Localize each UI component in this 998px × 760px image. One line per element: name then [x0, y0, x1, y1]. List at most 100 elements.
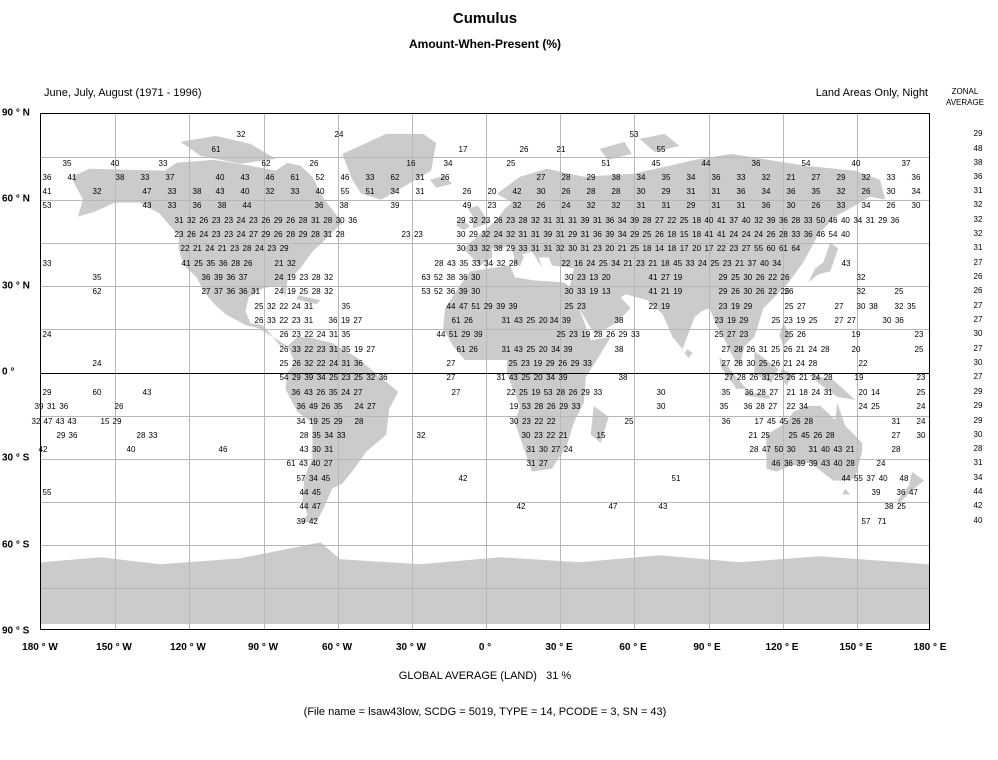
- grid-value: 55: [656, 145, 666, 154]
- grid-value: 36: [458, 273, 468, 282]
- grid-value: 36: [592, 230, 602, 239]
- grid-value: 23: [714, 316, 724, 325]
- grid-value: 31: [543, 216, 553, 225]
- grid-value: 25: [788, 431, 798, 440]
- grid-value: 26: [755, 287, 765, 296]
- zonal-average-value: 30: [973, 430, 983, 439]
- zonal-average-value: 30: [973, 329, 983, 338]
- grid-value: 31: [526, 445, 536, 454]
- grid-value: 34: [617, 216, 627, 225]
- grid-value: 23: [224, 216, 234, 225]
- grid-value: 26: [606, 330, 616, 339]
- grid-value: 33: [167, 187, 177, 196]
- grid-value: 32: [586, 201, 596, 210]
- grid-value: 34: [484, 259, 494, 268]
- grid-value: 36: [911, 173, 921, 182]
- grid-value: 33: [158, 159, 168, 168]
- grid-value: 38: [115, 173, 125, 182]
- grid-value: 31: [555, 230, 565, 239]
- grid-value: 32: [236, 130, 246, 139]
- grid-value: 28: [335, 230, 345, 239]
- grid-value: 27: [654, 216, 664, 225]
- grid-value: 31: [711, 187, 721, 196]
- grid-value: 30: [636, 187, 646, 196]
- grid-value: 26: [783, 345, 793, 354]
- grid-line-vertical: [264, 114, 265, 629]
- grid-value: 51: [471, 302, 481, 311]
- grid-value: 31: [823, 388, 833, 397]
- grid-value: 39: [558, 373, 568, 382]
- grid-value: 60: [92, 388, 102, 397]
- grid-value: 29: [506, 244, 516, 253]
- grid-value: 53: [421, 287, 431, 296]
- grid-value: 33: [365, 173, 375, 182]
- grid-line-vertical: [486, 114, 487, 629]
- grid-value: 25: [714, 330, 724, 339]
- grid-value: 19: [589, 287, 599, 296]
- grid-value: 25: [771, 316, 781, 325]
- grid-value: 17: [458, 145, 468, 154]
- latitude-label: 90 ° S: [2, 625, 30, 637]
- grid-value: 31: [891, 417, 901, 426]
- grid-value: 19: [726, 316, 736, 325]
- grid-value: 32: [286, 259, 296, 268]
- grid-value: 50: [774, 445, 784, 454]
- grid-value: 33: [140, 173, 150, 182]
- grid-value: 28: [642, 216, 652, 225]
- grid-value: 19: [673, 273, 683, 282]
- zonal-average-value: 32: [973, 229, 983, 238]
- grid-value: 22: [786, 402, 796, 411]
- grid-value: 30: [656, 388, 666, 397]
- grid-value: 26: [746, 345, 756, 354]
- grid-value: 28: [231, 259, 241, 268]
- grid-value: 20: [533, 373, 543, 382]
- grid-value: 30: [311, 445, 321, 454]
- grid-value: 26: [766, 230, 776, 239]
- grid-value: 33: [266, 316, 276, 325]
- grid-value: 34: [798, 402, 808, 411]
- grid-value: 22: [561, 259, 571, 268]
- landmasses: [41, 133, 929, 625]
- grid-value: 18: [642, 244, 652, 253]
- grid-value: 41: [716, 216, 726, 225]
- grid-value: 30: [509, 417, 519, 426]
- grid-value: 23: [568, 330, 578, 339]
- grid-value: 32: [836, 187, 846, 196]
- grid-line-horizontal: [41, 243, 929, 244]
- grid-value: 27: [834, 302, 844, 311]
- grid-value: 34: [316, 373, 326, 382]
- grid-value: 24: [236, 230, 246, 239]
- grid-value: 41: [181, 259, 191, 268]
- grid-value: 25: [642, 230, 652, 239]
- grid-value: 27: [811, 173, 821, 182]
- grid-value: 25: [321, 417, 331, 426]
- grid-value: 24: [811, 373, 821, 382]
- grid-value: 18: [692, 216, 702, 225]
- grid-value: 36: [218, 259, 228, 268]
- grid-value: 25: [279, 359, 289, 368]
- grid-value: 30: [538, 445, 548, 454]
- grid-value: 31: [808, 445, 818, 454]
- grid-value: 53: [629, 130, 639, 139]
- grid-value: 29: [483, 302, 493, 311]
- grid-value: 23: [341, 373, 351, 382]
- grid-value: 24: [334, 130, 344, 139]
- grid-value: 29: [261, 230, 271, 239]
- grid-value: 61: [451, 316, 461, 325]
- grid-value: 38: [868, 302, 878, 311]
- longitude-label: 60 ° E: [619, 642, 647, 653]
- zonal-average-value: 27: [973, 258, 983, 267]
- grid-value: 34: [911, 187, 921, 196]
- grid-value: 26: [243, 259, 253, 268]
- global-average-text: GLOBAL AVERAGE (LAND) 31 %: [398, 670, 572, 682]
- grid-value: 39: [458, 287, 468, 296]
- grid-value: 39: [561, 316, 571, 325]
- grid-value: 32: [31, 417, 41, 426]
- grid-value: 37: [866, 474, 876, 483]
- zonal-average-value: 31: [973, 186, 983, 195]
- grid-value: 41: [42, 187, 52, 196]
- grid-value: 25: [299, 287, 309, 296]
- longitude-label: 120 ° E: [765, 642, 799, 653]
- grid-value: 25: [556, 330, 566, 339]
- grid-value: 30: [456, 230, 466, 239]
